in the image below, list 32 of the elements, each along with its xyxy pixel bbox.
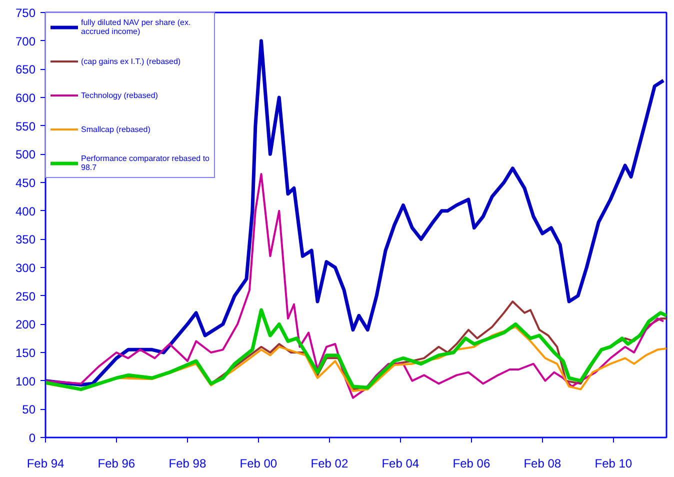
x-tick-label: Feb 94 <box>26 456 65 470</box>
y-tick-label: 650 <box>15 62 36 77</box>
y-tick-label: 450 <box>15 176 36 190</box>
y-tick-label: 100 <box>15 374 36 388</box>
x-tick-label: Feb 10 <box>594 456 632 470</box>
line-series <box>46 39 666 387</box>
y-tick-label: 150 <box>15 346 36 360</box>
y-tick-label: 350 <box>15 232 36 247</box>
y-tick-label: 750 <box>15 6 36 20</box>
x-tick-label: Feb 98 <box>168 456 206 470</box>
x-tick-label: Feb 06 <box>452 456 490 470</box>
legend-label: Performance comparator rebased to 98.7 <box>81 154 210 172</box>
legend-label: (cap gains ex I.T.) (rebased) <box>81 56 181 67</box>
x-tick-label: Feb 00 <box>240 456 278 470</box>
y-tick-label: 250 <box>15 289 36 304</box>
x-tick-label: Feb 04 <box>382 456 420 470</box>
y-tick-label: 50 <box>22 402 36 417</box>
y-tick-label: 300 <box>15 261 36 275</box>
y-tick-label: 600 <box>15 91 36 105</box>
legend-label: Technology (rebased) <box>81 90 158 101</box>
y-tick-label: 700 <box>15 34 36 48</box>
y-tick-label: 200 <box>15 318 36 332</box>
x-tick-label: Feb 96 <box>98 456 136 470</box>
x-tick-label: Feb 02 <box>310 456 348 470</box>
legend-label: Smallcap (rebased) <box>81 124 150 135</box>
y-tick-label: 0 <box>28 431 36 445</box>
line-series <box>46 173 664 399</box>
y-tick-label: 500 <box>15 148 36 162</box>
legend-label: fully diluted NAV per share (ex. accrued income) <box>81 18 191 36</box>
y-tick-label: 550 <box>15 119 36 134</box>
y-tick-label: 400 <box>15 204 36 218</box>
x-tick-label: Feb 08 <box>524 456 562 470</box>
